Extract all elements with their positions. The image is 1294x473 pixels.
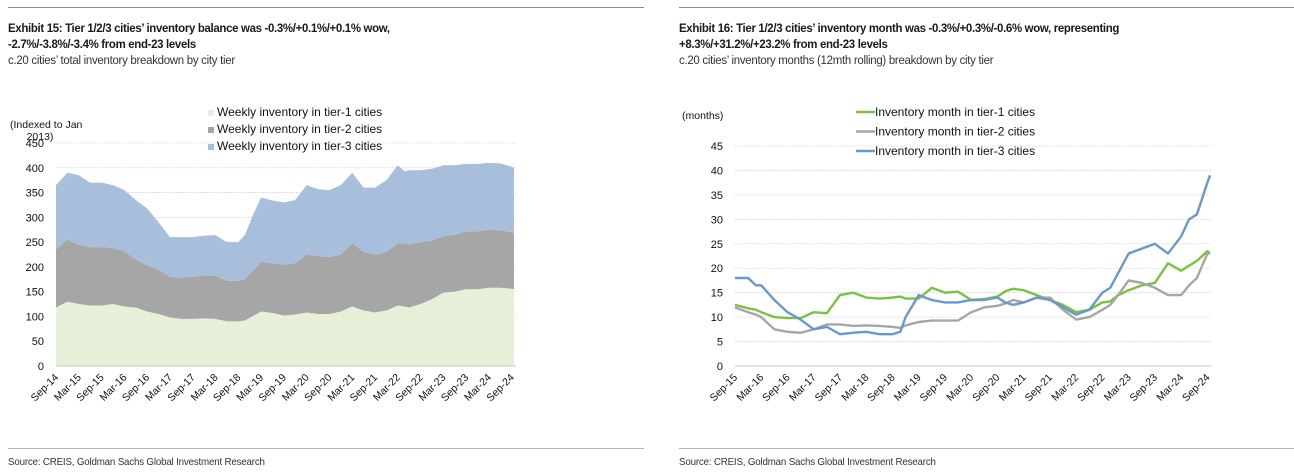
exhibit-15-title-line1: Exhibit 15: Tier 1/2/3 cities’ inventory… xyxy=(8,21,390,35)
x-tick-label: Mar-23 xyxy=(1102,372,1134,404)
y-tick-label: 10 xyxy=(711,312,723,324)
legend: Inventory month in tier-1 cities Inventor… xyxy=(856,105,1035,158)
inventory-months-chart: 051015202530354045Sep-15Mar-16Sep-16Mar-… xyxy=(682,105,1213,405)
x-tick-label: Mar-17 xyxy=(787,372,819,404)
legend-swatch-tier-3 xyxy=(208,144,214,150)
legend-label-tier-1: Weekly inventory in tier-1 cities xyxy=(217,105,382,119)
x-tick-label: Sep-19 xyxy=(918,372,951,405)
y-tick-label: 30 xyxy=(711,214,723,226)
legend: Weekly inventory in tier-1 cities Weekly … xyxy=(208,105,382,153)
exhibit-16-panel: Exhibit 16: Tier 1/2/3 cities’ inventory… xyxy=(679,0,1294,473)
exhibit-15-source: Source: CREIS, Goldman Sachs Global Inve… xyxy=(8,456,265,468)
x-tick-label: Sep-18 xyxy=(865,372,898,405)
legend-label-tier-2: Weekly inventory in tier-2 cities xyxy=(217,122,382,136)
line-series-tier-1 xyxy=(734,249,1211,320)
x-tick-label: Sep-16 xyxy=(760,372,793,405)
x-tick-label: Mar-19 xyxy=(892,372,924,404)
y-tick-label: 200 xyxy=(26,262,44,274)
y-tick-label: 0 xyxy=(38,361,44,373)
top-divider xyxy=(679,7,1294,8)
y-tick-label: 15 xyxy=(711,288,723,300)
y-axis-label: (months) xyxy=(682,110,723,122)
legend-label-tier-1: Inventory month in tier-1 cities xyxy=(875,105,1035,119)
area-series-tier-2 xyxy=(56,229,514,322)
legend-label-tier-3: Weekly inventory in tier-3 cities xyxy=(217,139,382,153)
x-tick-label: Mar-24 xyxy=(1154,372,1186,404)
exhibit-15-title: Exhibit 15: Tier 1/2/3 cities’ inventory… xyxy=(8,20,599,52)
exhibit-15-title-line2: -2.7%/-3.8%/-3.4% from end-23 levels xyxy=(8,37,196,51)
area-series-tier-3 xyxy=(56,162,514,281)
y-tick-label: 35 xyxy=(711,190,723,202)
legend-label-tier-2: Inventory month in tier-2 cities xyxy=(875,125,1035,139)
y-tick-label: 450 xyxy=(26,138,44,150)
y-tick-label: 40 xyxy=(711,165,723,177)
line-series-tier-2 xyxy=(734,252,1210,334)
y-tick-label: 300 xyxy=(26,212,44,224)
y-tick-label: 350 xyxy=(26,188,44,200)
y-tick-label: 45 xyxy=(711,141,723,153)
x-tick-label: Sep-24 xyxy=(1180,372,1213,405)
y-tick-label: 400 xyxy=(26,163,44,175)
y-axis-label-line1: (Indexed to Jan xyxy=(10,119,83,131)
bottom-divider xyxy=(679,448,1294,449)
bottom-divider xyxy=(8,448,644,449)
area-series-tier-1 xyxy=(56,287,514,366)
exhibit-15-subtitle: c.20 cities’ total inventory breakdown b… xyxy=(8,53,235,67)
exhibit-15-panel: Exhibit 15: Tier 1/2/3 cities’ inventory… xyxy=(8,0,644,473)
x-tick-label: Mar-20 xyxy=(944,372,976,404)
x-tick-label: Sep-15 xyxy=(708,372,741,405)
x-tick-label: Mar-18 xyxy=(839,372,871,404)
x-tick-label: Sep-23 xyxy=(1128,372,1161,405)
y-axis-label-line2: 2013) xyxy=(27,131,54,143)
x-tick-label: Mar-21 xyxy=(997,372,1029,404)
y-tick-label: 250 xyxy=(26,237,44,249)
x-tick-label: Sep-22 xyxy=(1075,372,1108,405)
legend-swatch-tier-2 xyxy=(208,127,214,133)
exhibit-16-title: Exhibit 16: Tier 1/2/3 cities’ inventory… xyxy=(679,20,1251,52)
inventory-balance-chart: 050100150200250300350400450Sep-14Mar-15S… xyxy=(10,105,517,404)
y-tick-label: 25 xyxy=(711,239,723,251)
legend-label-tier-3: Inventory month in tier-3 cities xyxy=(875,144,1035,158)
x-tick-label: Mar-22 xyxy=(1049,372,1081,404)
x-tick-label: Sep-17 xyxy=(813,372,846,405)
legend-swatch-tier-1 xyxy=(208,110,214,116)
y-tick-label: 5 xyxy=(717,337,723,349)
x-tick-label: Sep-20 xyxy=(970,372,1003,405)
y-tick-label: 20 xyxy=(711,263,723,275)
exhibit-16-title-line1: Exhibit 16: Tier 1/2/3 cities’ inventory… xyxy=(679,21,1120,35)
exhibit-16-title-line2: +8.3%/+31.2%/+23.2% from end-23 levels xyxy=(679,37,888,51)
line-series-tier-3 xyxy=(735,174,1212,336)
y-tick-label: 100 xyxy=(26,311,44,323)
y-tick-label: 50 xyxy=(32,336,44,348)
y-tick-label: 150 xyxy=(26,287,44,299)
top-divider xyxy=(8,7,644,8)
x-tick-label: Mar-16 xyxy=(734,372,766,404)
exhibit-16-subtitle: c.20 cities’ inventory months (12mth rol… xyxy=(679,53,994,67)
y-tick-label: 0 xyxy=(717,361,723,373)
x-tick-label: Sep-21 xyxy=(1023,372,1056,405)
exhibit-16-source: Source: CREIS, Goldman Sachs Global Inve… xyxy=(679,456,936,468)
